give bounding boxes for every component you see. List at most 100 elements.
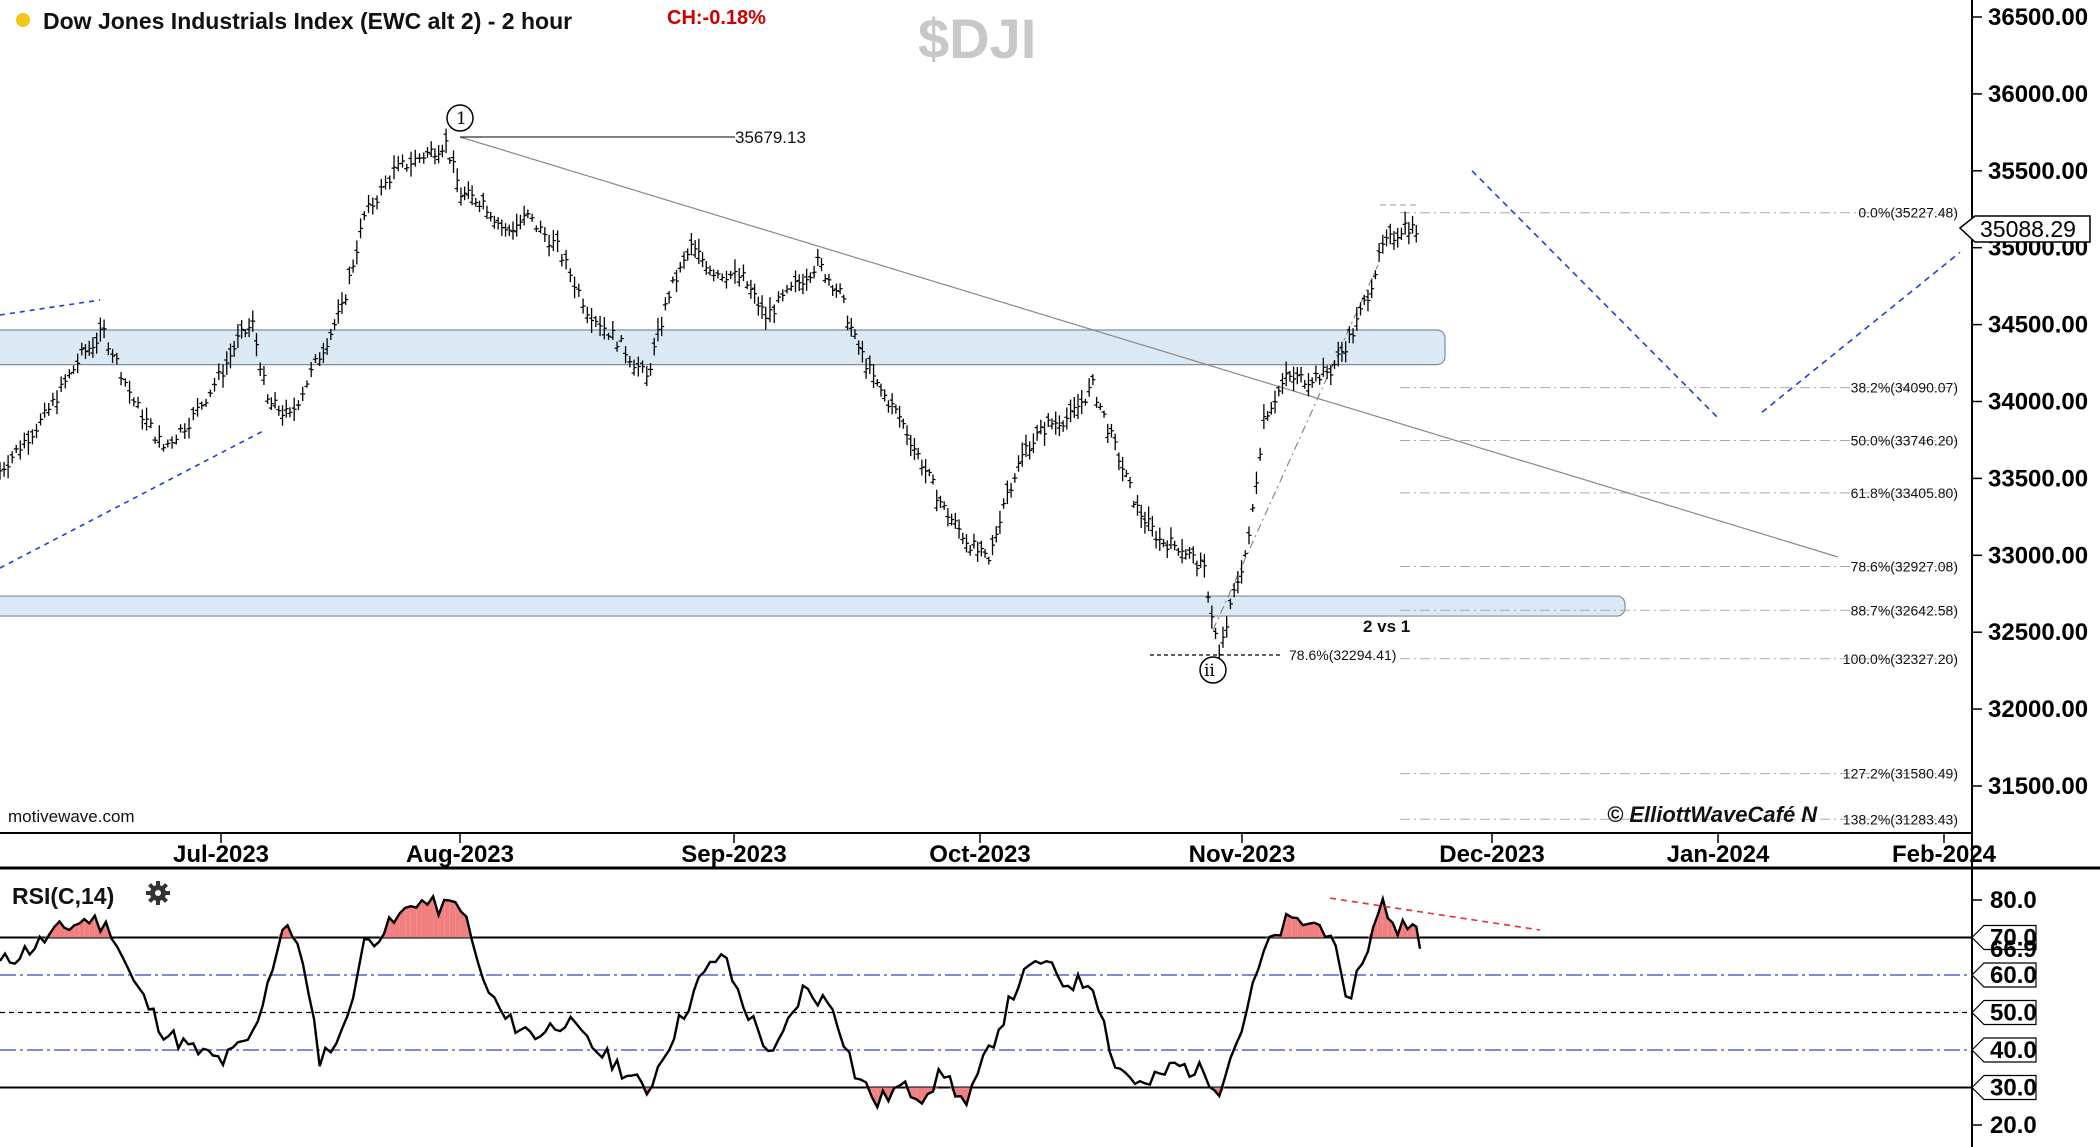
rsi-level-box xyxy=(1971,1074,2037,1101)
price-tick-label: 32000.00 xyxy=(1988,696,2088,723)
rsi-overbought-fill xyxy=(1302,923,1309,938)
rsi-overbought-fill xyxy=(421,900,428,938)
last-price-box xyxy=(1958,215,2091,243)
rsi-overbought-fill xyxy=(89,915,95,938)
rsi-overbought-fill xyxy=(1308,922,1315,938)
fibonacci-levels: 0.0%(35227.48) 38.2%(34090.07) 50.0%(33746… xyxy=(1400,205,1960,827)
rsi-oversold-fill xyxy=(955,1087,961,1097)
rsi-overbought-fill xyxy=(1314,922,1320,938)
note-2-vs-1: 2 vs 1 xyxy=(1363,617,1410,636)
zone-1 xyxy=(0,329,1446,366)
rsi-overbought-fill xyxy=(416,900,422,938)
wave-2-fib-label: 78.6%(32294.41) xyxy=(1289,647,1396,663)
rsi-overbought-fill xyxy=(444,899,450,938)
price-tick-label: 34500.00 xyxy=(1988,312,2088,339)
rsi-level-box xyxy=(1971,962,2037,988)
source-label: motivewave.com xyxy=(8,807,135,826)
wave-1-label: 1 xyxy=(456,109,467,129)
price-tick-label: 35500.00 xyxy=(1988,158,2088,185)
rsi-overbought-fill xyxy=(427,896,434,938)
rsi-overbought-fill xyxy=(394,913,400,938)
rsi-tick-label: 40.0 xyxy=(1990,1037,2037,1064)
fib-label: 127.2%(31580.49) xyxy=(1843,766,1958,782)
price-tick-label: 33500.00 xyxy=(1988,465,2088,492)
projection-up xyxy=(1761,251,1961,413)
rsi-overbought-fill xyxy=(74,923,80,938)
rsi-overbought-fill xyxy=(59,921,65,938)
rsi-overbought-fill xyxy=(1291,917,1298,938)
rsi-overbought-fill xyxy=(399,907,406,938)
rsi-level-box xyxy=(1971,999,2037,1026)
fib-label: 88.7%(32642.58) xyxy=(1851,602,1958,618)
price-tick-label: 36500.00 xyxy=(1988,4,2088,31)
price-tick-label: 31500.00 xyxy=(1988,773,2088,800)
rsi-overbought-fill xyxy=(1297,918,1303,938)
time-tick-label: Oct-2023 xyxy=(929,841,1030,868)
trend-lines xyxy=(0,136,1839,631)
status-dot-icon xyxy=(16,13,30,27)
rsi-tick-label: 50.0 xyxy=(1990,1000,2037,1027)
time-tick-label: Jan-2024 xyxy=(1667,841,1770,868)
rsi-overbought-fill xyxy=(1377,898,1383,938)
rsi-tick-label: 30.0 xyxy=(1990,1075,2037,1102)
time-tick-label: Nov-2023 xyxy=(1189,841,1296,868)
rsi-overbought-fill xyxy=(1286,913,1292,938)
rsi-overbought-fill xyxy=(449,900,456,938)
rsi-overbought-fill xyxy=(438,899,445,938)
rsi-tick-label: 60.0 xyxy=(1990,962,2037,989)
time-tick-label: Aug-2023 xyxy=(406,841,514,868)
chart-title: Dow Jones Industrials Index (EWC alt 2) … xyxy=(43,8,572,34)
fib-label: 61.8%(33405.80) xyxy=(1851,485,1958,501)
time-axis: Jul-2023 Aug-2023 Sep-2023 Oct-2023 Nov-2023… xyxy=(173,833,1997,868)
projection-down xyxy=(1471,170,1721,421)
rsi-overbought-fill xyxy=(282,925,288,938)
price-tick-label: 34000.00 xyxy=(1988,389,2088,416)
rsi-line xyxy=(0,893,1422,1111)
zone-2 xyxy=(0,595,1626,617)
rsi-last-label: 66.9 xyxy=(1990,936,2037,963)
symbol-watermark: $DJI xyxy=(918,7,1036,70)
price-tick-label: 36000.00 xyxy=(1988,81,2088,108)
rsi-overbought-fill xyxy=(1407,924,1413,938)
rsi-overbought-fill xyxy=(433,896,439,938)
fib-label: 78.6%(32927.08) xyxy=(1851,559,1958,575)
price-bars xyxy=(0,128,1419,665)
fib-label: 38.2%(34090.07) xyxy=(1851,380,1958,396)
rsi-level-box xyxy=(1971,1037,2037,1063)
change-percent: CH:-0.18% xyxy=(667,7,766,29)
rsi-tick-label: 80.0 xyxy=(1990,887,2037,914)
rsi-overbought-fill xyxy=(460,911,467,938)
rsi-tick-label: 70.0 xyxy=(1990,925,2037,952)
rsi-tick-label: 20.0 xyxy=(1990,1112,2037,1139)
fib-label: 0.0%(35227.48) xyxy=(1858,205,1958,221)
rally-channel-line xyxy=(1212,264,1379,631)
wave-2-marker xyxy=(1199,656,1227,684)
time-tick-label: Sep-2023 xyxy=(681,841,786,868)
support-resistance-zones xyxy=(0,329,1626,617)
price-axis: 36500.0036000.0035500.0035000.0034500.00… xyxy=(1972,4,2088,800)
wave-1-marker xyxy=(446,104,474,132)
fib-label: 100.0%(32327.20) xyxy=(1843,651,1958,667)
rsi-overbought-fill xyxy=(69,925,75,938)
rsi-divergence-line xyxy=(1329,897,1541,931)
left-upper-dash xyxy=(0,299,101,316)
watermark: © ElliottWaveCafé N xyxy=(1607,802,1818,827)
rsi-overbought-fill xyxy=(405,906,411,938)
time-tick-label: Jul-2023 xyxy=(173,841,269,868)
projection-path xyxy=(1471,170,1961,421)
rsi-oversold-fill xyxy=(910,1087,917,1100)
last-price: 35088.29 xyxy=(1980,216,2076,242)
wave-1-price: 35679.13 xyxy=(735,128,806,147)
gear-icon[interactable] xyxy=(146,881,170,905)
fib-label: 50.0%(33746.20) xyxy=(1851,433,1958,449)
wave-2-label: ii xyxy=(1204,661,1215,681)
time-tick-label: Feb-2024 xyxy=(1892,841,1997,868)
fib-label: 138.2%(31283.43) xyxy=(1843,811,1958,827)
price-tick-label: 32500.00 xyxy=(1988,619,2088,646)
downtrend-line xyxy=(459,136,1839,558)
price-tick-label: 33000.00 xyxy=(1988,542,2088,569)
rsi-level-box xyxy=(1971,924,2037,951)
rsi-overbought-fill xyxy=(1382,898,1388,938)
rsi-overbought-fill xyxy=(410,906,417,938)
